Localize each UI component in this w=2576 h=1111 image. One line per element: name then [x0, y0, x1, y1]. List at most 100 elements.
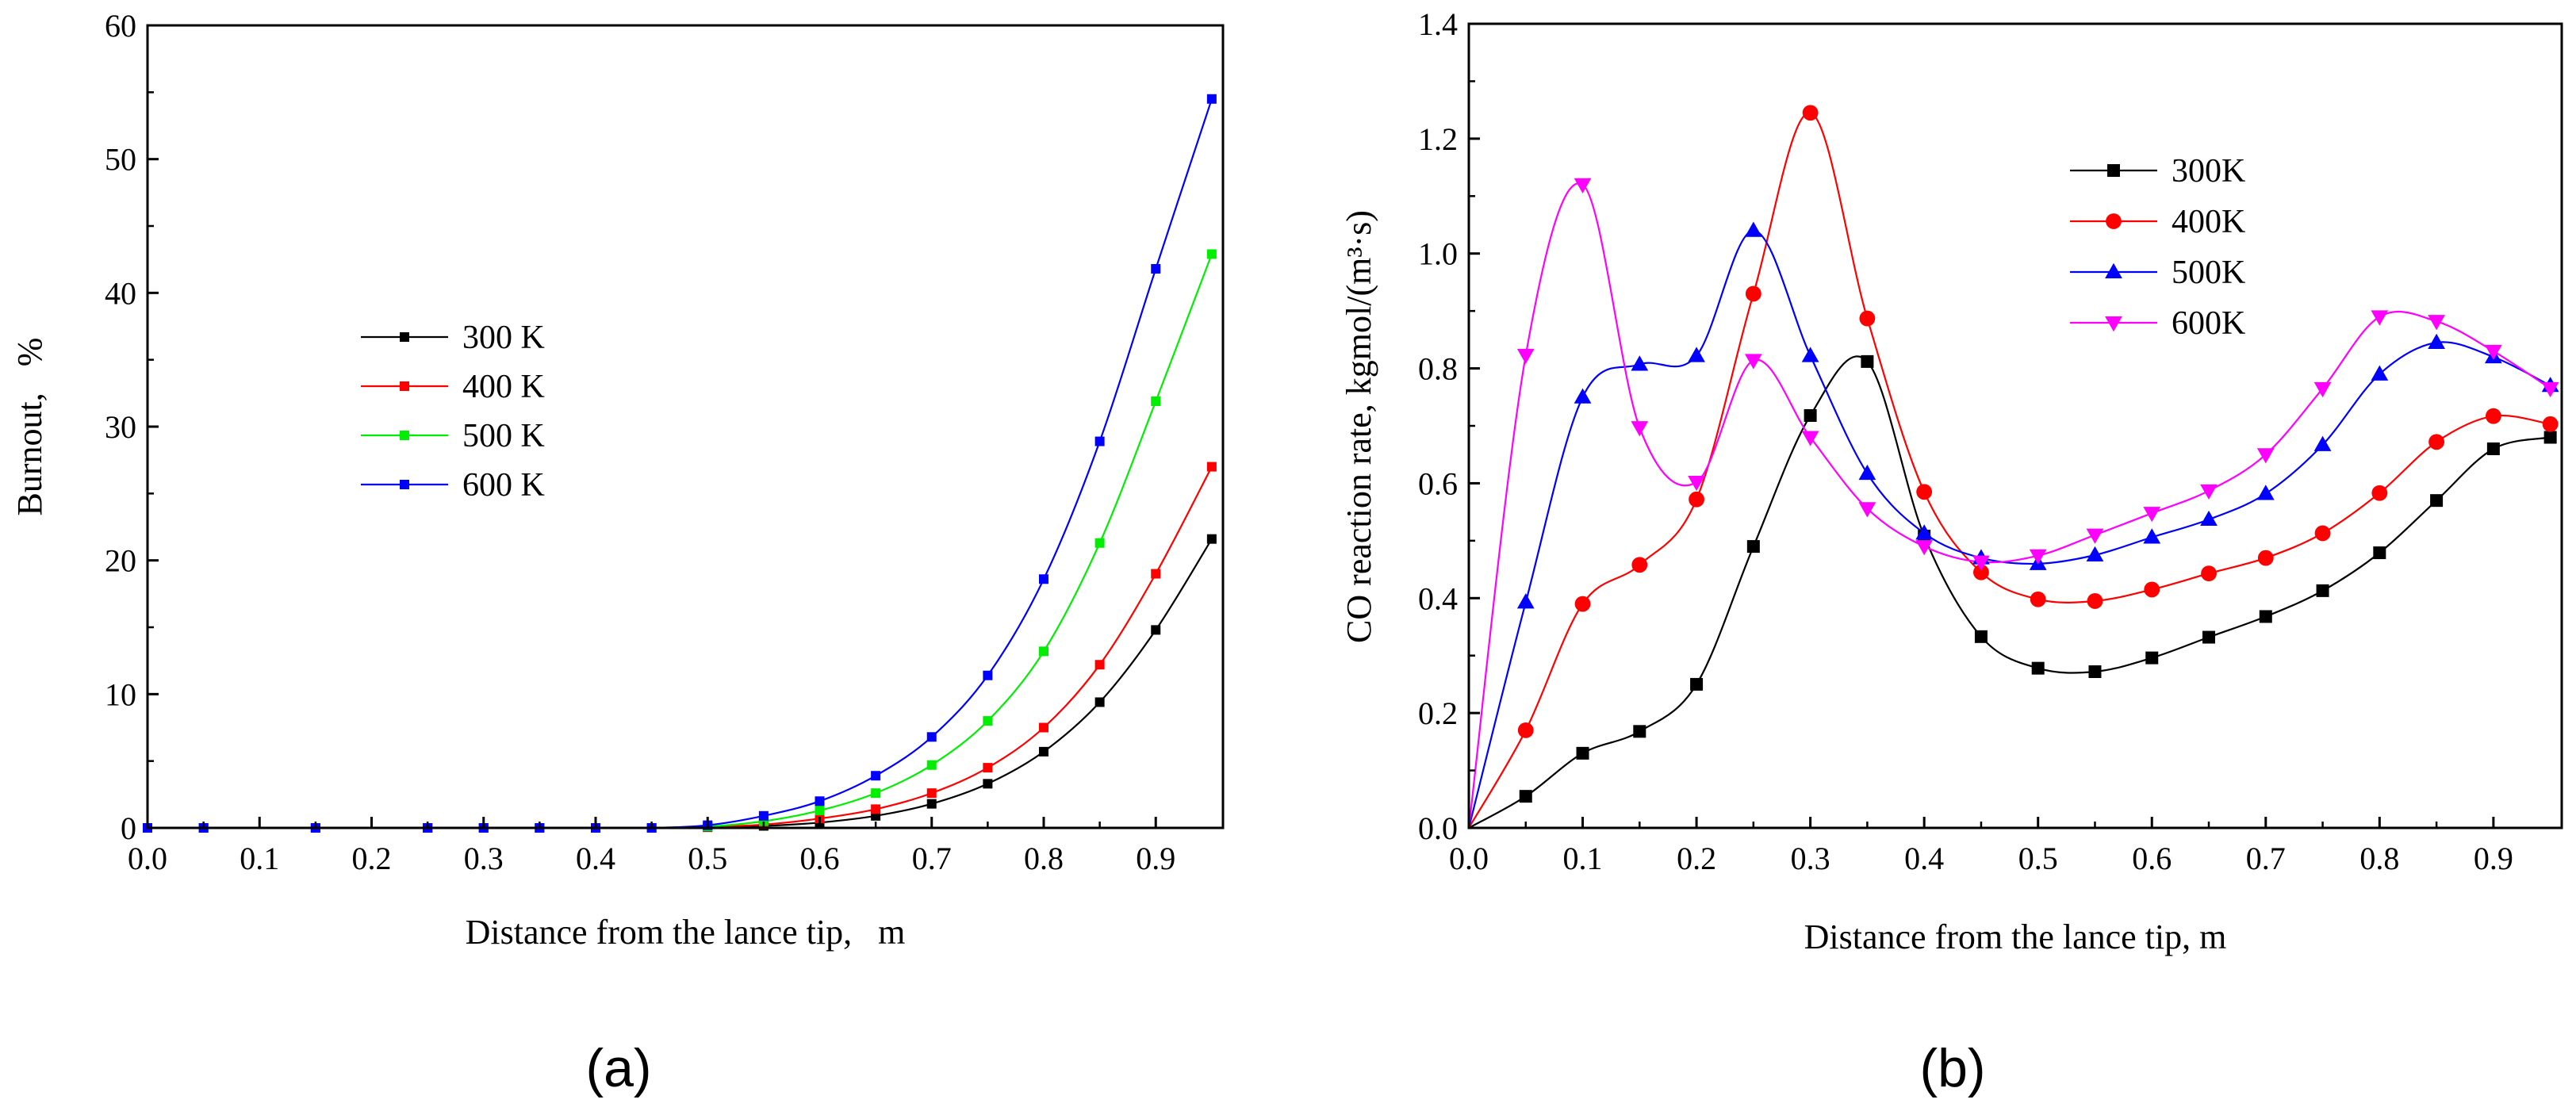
x-tick-label: 0.1: [240, 841, 279, 876]
data-point: [2029, 549, 2047, 565]
data-point: [2201, 565, 2217, 582]
data-point: [1688, 347, 1705, 362]
y-tick-label: 50: [105, 142, 136, 178]
legend-label: 600K: [2172, 305, 2245, 342]
data-point: [983, 779, 993, 789]
panel-label-b: (b): [1919, 1038, 1985, 1098]
x-tick-label: 0.5: [688, 841, 727, 876]
x-tick-label: 0.3: [1791, 841, 1830, 876]
x-tick-label: 0.5: [2018, 841, 2058, 876]
legend-marker: [400, 332, 409, 342]
data-point: [1859, 310, 1876, 327]
legend-marker: [400, 381, 409, 391]
data-point: [1744, 354, 1762, 370]
panel-label-a: (a): [585, 1038, 651, 1098]
x-tick-label: 0.1: [1563, 841, 1603, 876]
data-point: [1151, 625, 1161, 635]
data-point: [758, 810, 769, 821]
data-point: [1094, 538, 1105, 548]
legend-item-a-500k: 500 K: [361, 418, 545, 454]
data-point: [2316, 584, 2329, 597]
data-point: [1574, 388, 1592, 404]
data-point: [1801, 347, 1819, 362]
data-point: [926, 799, 937, 809]
data-point: [2143, 528, 2161, 544]
chart-a: 0.0 0.1 0.2 0.3 0.4 0.5 0.6 0.7 0.8 0.9 0 10 20 30 40…: [10, 8, 1225, 1098]
data-point: [2145, 651, 2159, 665]
data-point: [1974, 630, 1988, 643]
data-point: [1861, 354, 1874, 368]
data-point: [1804, 408, 1817, 422]
data-point: [871, 804, 881, 814]
data-point: [1858, 464, 1876, 481]
data-point: [1688, 475, 1705, 492]
y-tick-label: 20: [105, 543, 136, 579]
data-point: [2087, 592, 2103, 609]
legend-label: 500 K: [462, 418, 545, 454]
x-tick-label: 0.3: [464, 841, 504, 876]
data-point: [1690, 677, 1704, 691]
data-point: [871, 788, 881, 799]
data-point: [1094, 436, 1105, 446]
data-point: [1746, 540, 1760, 554]
y-tick-label: 1.0: [1418, 236, 1458, 272]
data-point: [2428, 434, 2445, 450]
data-point: [1094, 697, 1105, 707]
y-tick-label: 0.4: [1418, 580, 1458, 616]
data-point: [1744, 221, 1762, 237]
data-point: [2313, 435, 2332, 451]
x-tick-label: 0.7: [912, 841, 952, 876]
data-point: [1039, 574, 1048, 584]
data-point: [1206, 94, 1217, 104]
x-tick-label: 0.9: [1136, 841, 1175, 876]
data-point: [1151, 396, 1161, 406]
y-tick-label: 1.2: [1418, 121, 1458, 157]
data-point: [2086, 528, 2104, 544]
x-tick-label: 0.2: [352, 841, 392, 876]
legend-marker: [2105, 262, 2122, 278]
data-point: [1916, 484, 1933, 500]
x-tick-label: 0.9: [2474, 841, 2513, 876]
y-tick-label: 30: [105, 409, 136, 445]
y-axis-title-a: Burnout, %: [10, 338, 49, 516]
series-line-b-300k: [1468, 355, 2551, 829]
data-point: [2371, 365, 2389, 381]
data-point: [2486, 442, 2500, 455]
x-tick-label: 0.0: [128, 841, 167, 876]
legend-item-a-400k: 400 K: [361, 369, 545, 405]
data-point: [2200, 510, 2218, 527]
y-tick-label: 0.0: [1418, 810, 1458, 846]
data-point: [1039, 646, 1048, 657]
legend-marker: [2107, 164, 2120, 177]
legend-item-b-500k: 500K: [2070, 255, 2245, 291]
data-point: [1858, 502, 1876, 518]
data-point: [2314, 525, 2331, 542]
data-point: [2202, 630, 2216, 644]
data-point: [926, 788, 937, 799]
data-point: [2541, 381, 2559, 398]
legend-item-a-600k: 600 K: [361, 467, 545, 504]
data-point: [2543, 431, 2557, 444]
data-point: [1745, 285, 1761, 302]
data-point: [1631, 355, 1649, 371]
legend-marker: [2106, 213, 2122, 229]
chart-b: 0.0 0.1 0.2 0.3 0.4 0.5 0.6 0.7 0.8 0.9 0.0 0.2 0.4…: [1340, 6, 2563, 1098]
data-point: [1151, 569, 1161, 579]
data-point: [2485, 408, 2501, 424]
y-tick-label: 0.2: [1418, 695, 1458, 731]
legend-marker: [400, 480, 409, 489]
data-point: [2484, 344, 2502, 361]
legend-marker: [2105, 316, 2122, 332]
y-axis-title-b: CO reaction rate, kgmol/(m³·s): [1340, 210, 1378, 643]
x-tick-label: 0.2: [1677, 841, 1716, 876]
y-tick-label: 40: [105, 275, 136, 311]
data-point: [2031, 661, 2045, 675]
data-point: [2371, 310, 2389, 326]
data-point: [2428, 333, 2445, 349]
data-point: [1915, 524, 1934, 540]
data-point: [2143, 507, 2161, 523]
x-tick-label: 0.6: [2132, 841, 2172, 876]
y-tick-label: 0.6: [1418, 465, 1458, 501]
legend-label: 300K: [2172, 153, 2245, 190]
